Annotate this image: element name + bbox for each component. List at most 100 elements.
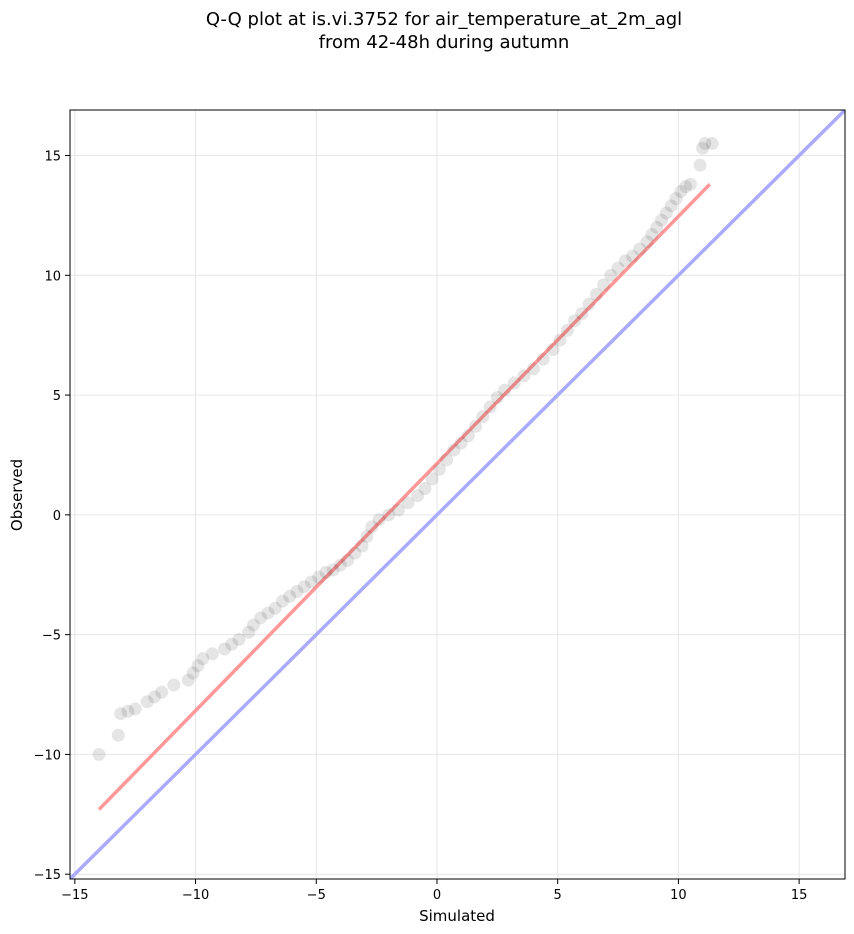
data-point xyxy=(440,453,454,467)
data-point xyxy=(191,659,205,673)
data-point xyxy=(655,213,669,227)
data-point xyxy=(696,141,710,155)
data-point xyxy=(679,180,693,194)
y-tick-label: −15 xyxy=(34,868,61,883)
data-point xyxy=(483,400,497,414)
data-point xyxy=(645,228,659,242)
data-point xyxy=(536,352,550,366)
y-tick-label: −10 xyxy=(34,748,61,763)
data-point xyxy=(447,443,461,457)
data-point xyxy=(507,376,521,390)
data-point xyxy=(604,268,618,282)
data-point xyxy=(268,601,282,615)
chart-title-line2: from 42-48h during autumn xyxy=(319,32,570,53)
data-point xyxy=(476,410,490,424)
identity-line xyxy=(70,110,845,879)
data-point xyxy=(121,704,135,718)
data-point xyxy=(333,558,347,572)
fit-line xyxy=(97,183,712,811)
chart-title-line1: Q-Q plot at is.vi.3752 for air_temperatu… xyxy=(206,9,682,30)
data-point xyxy=(517,369,531,383)
data-point xyxy=(355,539,369,553)
data-point xyxy=(664,199,678,213)
x-axis-ticks: −15 −10 −5 0 5 10 15 xyxy=(61,879,807,903)
data-point xyxy=(560,323,574,337)
data-point xyxy=(461,429,475,443)
x-tick-label: −5 xyxy=(307,888,326,903)
data-point xyxy=(683,177,697,191)
data-points xyxy=(92,137,719,761)
data-point xyxy=(611,261,625,275)
data-point xyxy=(618,254,632,268)
data-point xyxy=(365,520,379,534)
data-point xyxy=(401,496,415,510)
data-point xyxy=(527,362,541,376)
data-point xyxy=(92,747,106,761)
data-point xyxy=(312,570,326,584)
grid xyxy=(70,110,845,879)
data-point xyxy=(155,685,169,699)
x-axis-label: Simulated xyxy=(419,907,495,925)
data-point xyxy=(372,513,386,527)
data-point xyxy=(242,625,256,639)
data-point xyxy=(454,436,468,450)
data-point xyxy=(698,137,712,151)
data-point xyxy=(546,343,560,357)
data-point xyxy=(582,297,596,311)
data-point xyxy=(254,611,268,625)
data-point xyxy=(360,529,374,543)
y-axis-ticks: −15 −10 −5 0 5 10 15 xyxy=(34,150,70,883)
data-point xyxy=(674,184,688,198)
y-tick-label: −5 xyxy=(42,629,61,644)
data-point xyxy=(633,242,647,256)
data-point xyxy=(669,192,683,206)
x-tick-label: 5 xyxy=(554,888,562,903)
data-point xyxy=(391,503,405,517)
data-point xyxy=(283,589,297,603)
data-point xyxy=(589,287,603,301)
data-point xyxy=(275,594,289,608)
data-point xyxy=(705,137,719,151)
data-point xyxy=(319,565,333,579)
x-tick-label: 10 xyxy=(670,888,687,903)
y-tick-label: 10 xyxy=(44,269,61,284)
data-point xyxy=(297,580,311,594)
data-point xyxy=(326,563,340,577)
data-point xyxy=(341,553,355,567)
data-point xyxy=(425,472,439,486)
data-point xyxy=(553,333,567,347)
data-point xyxy=(261,606,275,620)
data-point xyxy=(693,158,707,172)
data-point xyxy=(181,673,195,687)
data-point xyxy=(411,489,425,503)
y-tick-label: 15 xyxy=(44,150,61,165)
data-point xyxy=(348,546,362,560)
x-tick-label: 15 xyxy=(791,888,808,903)
data-point xyxy=(490,390,504,404)
x-tick-label: 0 xyxy=(433,888,441,903)
data-point xyxy=(111,728,125,742)
data-point xyxy=(418,482,432,496)
data-point xyxy=(205,647,219,661)
data-point xyxy=(140,695,154,709)
data-point xyxy=(575,307,589,321)
data-point xyxy=(218,642,232,656)
data-point xyxy=(148,690,162,704)
data-point xyxy=(246,618,260,632)
data-point xyxy=(469,419,483,433)
data-point xyxy=(597,278,611,292)
data-point xyxy=(568,314,582,328)
data-point xyxy=(114,707,128,721)
data-point xyxy=(225,637,239,651)
y-tick-label: 0 xyxy=(53,509,61,524)
data-point xyxy=(650,220,664,234)
data-point xyxy=(640,235,654,249)
data-point xyxy=(232,632,246,646)
y-axis-label: Observed xyxy=(8,459,26,531)
data-point xyxy=(626,249,640,263)
data-point xyxy=(167,678,181,692)
x-tick-label: −15 xyxy=(61,888,88,903)
data-point xyxy=(304,575,318,589)
data-point xyxy=(382,508,396,522)
